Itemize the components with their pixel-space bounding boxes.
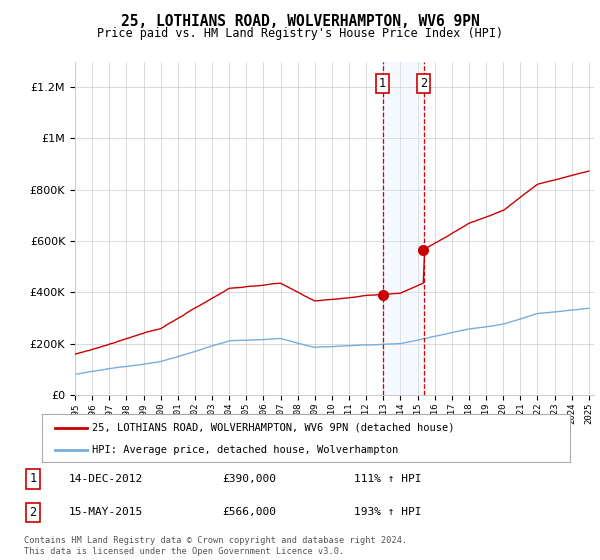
Text: Price paid vs. HM Land Registry's House Price Index (HPI): Price paid vs. HM Land Registry's House … xyxy=(97,27,503,40)
Text: 1: 1 xyxy=(379,77,386,90)
Text: 193% ↑ HPI: 193% ↑ HPI xyxy=(354,507,421,517)
Text: £390,000: £390,000 xyxy=(222,474,276,484)
Text: 25, LOTHIANS ROAD, WOLVERHAMPTON, WV6 9PN: 25, LOTHIANS ROAD, WOLVERHAMPTON, WV6 9P… xyxy=(121,14,479,29)
Text: 25, LOTHIANS ROAD, WOLVERHAMPTON, WV6 9PN (detached house): 25, LOTHIANS ROAD, WOLVERHAMPTON, WV6 9P… xyxy=(92,423,455,433)
Text: 2: 2 xyxy=(29,506,37,519)
Text: £566,000: £566,000 xyxy=(222,507,276,517)
Text: 2: 2 xyxy=(421,77,427,90)
Text: 15-MAY-2015: 15-MAY-2015 xyxy=(69,507,143,517)
Text: 14-DEC-2012: 14-DEC-2012 xyxy=(69,474,143,484)
Text: 111% ↑ HPI: 111% ↑ HPI xyxy=(354,474,421,484)
Text: HPI: Average price, detached house, Wolverhampton: HPI: Average price, detached house, Wolv… xyxy=(92,445,398,455)
Bar xyxy=(383,62,424,395)
Text: 1: 1 xyxy=(29,472,37,486)
Text: Contains HM Land Registry data © Crown copyright and database right 2024.
This d: Contains HM Land Registry data © Crown c… xyxy=(24,536,407,556)
